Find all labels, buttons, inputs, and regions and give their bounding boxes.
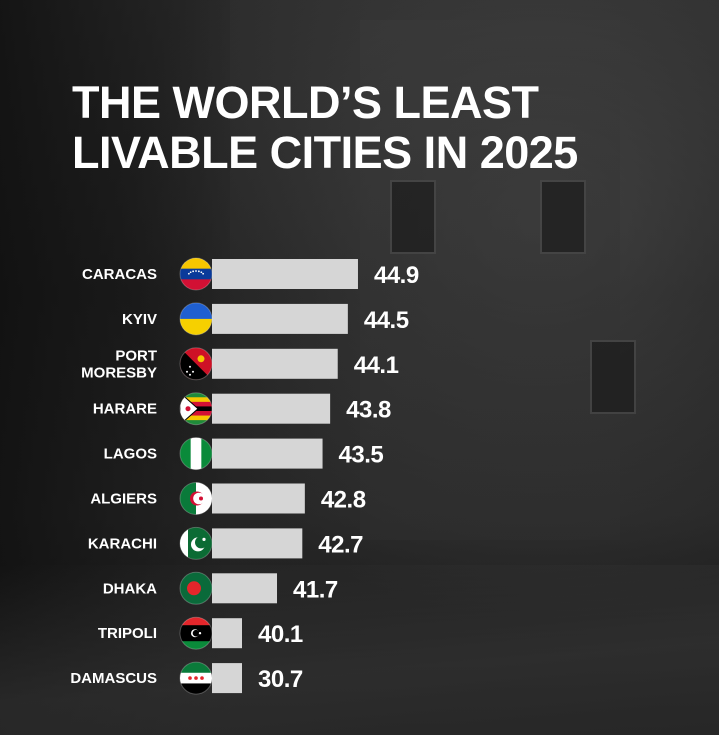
bar-row: ALGIERS 42.8 [90,482,366,515]
bar [212,348,338,379]
value-label: 43.5 [339,442,384,469]
pakistan-flag-icon [179,526,213,560]
bar-row: HARARE 43.8 [93,392,392,426]
value-label: 41.7 [293,576,338,603]
bar [212,663,242,694]
value-label: 44.1 [354,352,399,379]
title-line-2: LIVABLE CITIES IN 2025 [72,127,578,178]
background-window [390,180,436,254]
bar-row: KARACHI 42.7 [88,526,364,560]
libya-flag-icon [179,616,213,650]
zimbabwe-flag-icon [179,392,213,426]
syria-flag-icon [179,661,213,695]
bangladesh-flag-icon [179,571,213,605]
category-label: DAMASCUS [70,670,157,687]
category-label: PORT [115,347,157,364]
value-label: 43.8 [346,397,391,424]
category-label: KARACHI [88,535,157,552]
category-label: LAGOS [104,446,157,463]
bar [212,573,278,604]
background-window [540,180,586,254]
category-label: ALGIERS [90,491,157,508]
value-label: 42.7 [318,531,363,558]
bar-row: CARACAS 44.9 [82,257,419,291]
bar [212,483,305,514]
category-label: TRIPOLI [98,625,157,642]
algeria-flag-icon [179,482,213,515]
bar-row: TRIPOLI 40.1 [98,616,303,650]
bar [212,618,242,649]
value-label: 42.8 [321,487,366,514]
papua-new-guinea-flag-icon [179,347,213,381]
background-window [590,340,636,414]
background-street [0,565,719,735]
bar [212,303,348,334]
category-label: CARACAS [82,266,157,283]
bar-row: DAMASCUS 30.7 [70,661,303,695]
bar-row: DHAKA 41.7 [103,571,338,605]
value-label: 40.1 [258,621,303,648]
title-line-1: THE WORLD’S LEAST [72,77,539,128]
chart-title: THE WORLD’S LEAST LIVABLE CITIES IN 2025 [72,78,672,178]
category-label: DHAKA [103,580,157,597]
ukraine-flag-icon [179,302,213,336]
category-label: HARARE [93,401,157,418]
bar-row: LAGOS 43.5 [104,437,384,471]
bar [212,259,358,289]
bar-row: KYIV 44.5 [122,302,409,336]
venezuela-flag-icon [179,257,213,291]
bar [212,393,331,424]
category-label: MORESBY [81,364,157,381]
bar [212,528,303,559]
background-building [360,20,620,540]
value-label: 30.7 [258,666,303,693]
value-label: 44.9 [374,262,419,289]
value-label: 44.5 [364,307,409,334]
category-label: KYIV [122,311,157,328]
nigeria-flag-icon [179,437,213,471]
bar [212,438,323,469]
